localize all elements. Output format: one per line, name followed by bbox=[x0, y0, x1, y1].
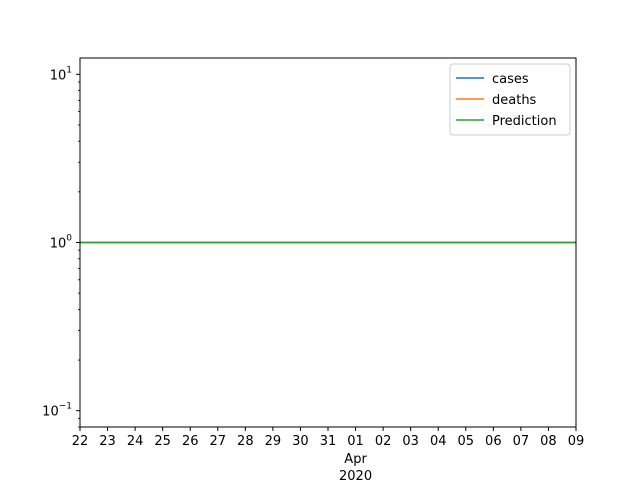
y-tick-label: 10−1 bbox=[42, 402, 72, 420]
x-tick-label: 25 bbox=[154, 434, 171, 449]
x-tick-label: 23 bbox=[99, 434, 116, 449]
x-tick-label: 22 bbox=[72, 434, 89, 449]
x-tick-label: 02 bbox=[375, 434, 392, 449]
legend: cases deaths Prediction bbox=[449, 63, 571, 136]
y-tick-label: 100 bbox=[50, 234, 73, 252]
x-tick-label: 05 bbox=[458, 434, 475, 449]
x-tick-label: 28 bbox=[237, 434, 254, 449]
legend-label-deaths: deaths bbox=[492, 93, 537, 108]
x-tick-label: 07 bbox=[513, 434, 530, 449]
x-tick-label: 27 bbox=[210, 434, 227, 449]
legend-label-cases: cases bbox=[492, 72, 529, 87]
x-tick-label: 06 bbox=[485, 434, 502, 449]
x-tick-label: 09 bbox=[568, 434, 585, 449]
x-month-label: Apr bbox=[344, 452, 367, 467]
x-tick-label: 08 bbox=[540, 434, 557, 449]
legend-box bbox=[449, 63, 571, 136]
legend-label-prediction: Prediction bbox=[492, 114, 557, 129]
x-tick-label: 31 bbox=[320, 434, 337, 449]
x-year-label: 2020 bbox=[339, 469, 372, 480]
x-tick-label: 04 bbox=[430, 434, 447, 449]
y-tick-label: 101 bbox=[50, 65, 72, 83]
plot-frame bbox=[79, 57, 577, 428]
x-tick-label: 26 bbox=[182, 434, 199, 449]
x-tick-label: 24 bbox=[127, 434, 144, 449]
x-tick-label: 30 bbox=[292, 434, 309, 449]
x-tick-label: 29 bbox=[265, 434, 282, 449]
x-tick-label: 01 bbox=[347, 434, 364, 449]
x-tick-label: 03 bbox=[402, 434, 419, 449]
x-axis: 22 23 24 25 26 27 28 29 30 31 01 02 03 04 05 06 07 08 09 Ap… bbox=[72, 427, 585, 480]
